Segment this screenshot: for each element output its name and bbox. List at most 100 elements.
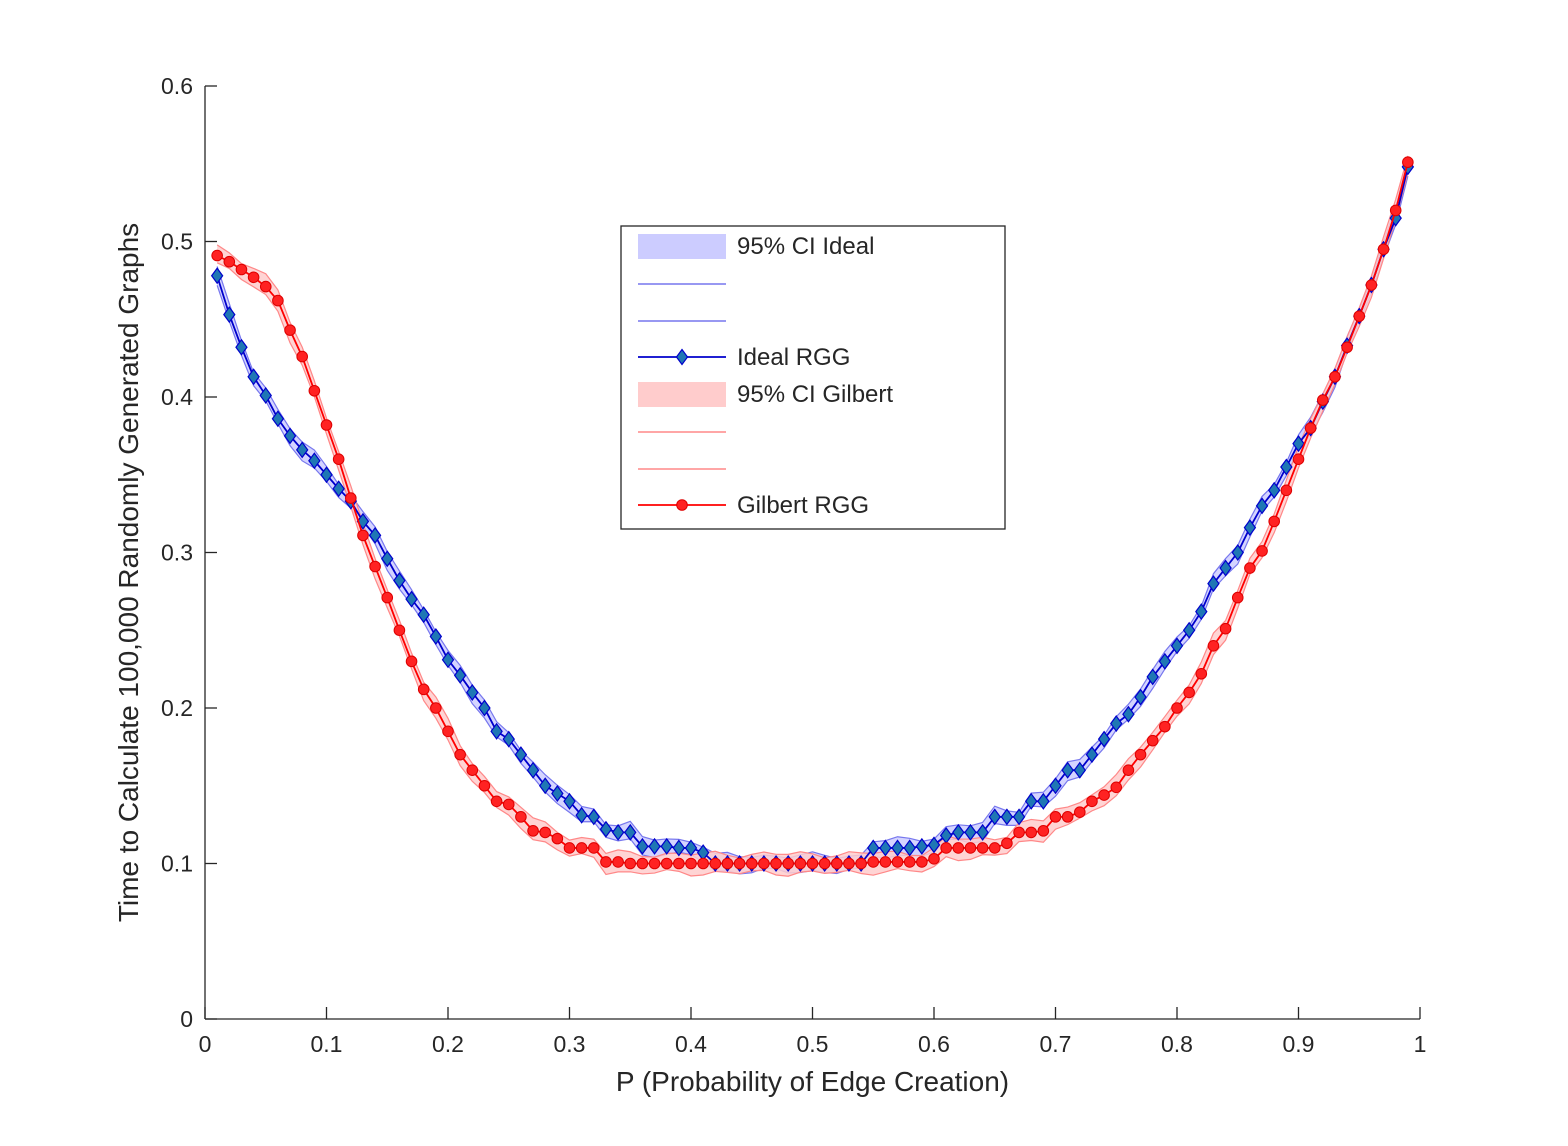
y-tick-label: 0 bbox=[180, 1006, 193, 1032]
data-point bbox=[259, 386, 272, 404]
data-point bbox=[855, 857, 867, 870]
data-point bbox=[1025, 826, 1037, 839]
data-point bbox=[478, 699, 491, 717]
data-point bbox=[1098, 789, 1110, 801]
data-point bbox=[478, 779, 491, 792]
data-point bbox=[709, 857, 722, 870]
data-point bbox=[1207, 640, 1220, 652]
data-point bbox=[672, 839, 686, 857]
data-point bbox=[1219, 559, 1232, 577]
data-point bbox=[575, 842, 588, 854]
data-point bbox=[210, 267, 224, 285]
data-point bbox=[879, 856, 892, 868]
data-point bbox=[843, 857, 855, 870]
data-point bbox=[1268, 515, 1280, 528]
data-point bbox=[332, 453, 345, 466]
data-point bbox=[369, 560, 381, 573]
data-point bbox=[381, 550, 394, 568]
y-tick-label: 0.6 bbox=[161, 73, 193, 99]
x-tick-label: 0.3 bbox=[554, 1031, 586, 1057]
data-point bbox=[867, 856, 880, 868]
data-point bbox=[1134, 688, 1147, 706]
data-point bbox=[502, 798, 515, 811]
data-point bbox=[405, 590, 418, 608]
data-point bbox=[624, 823, 637, 841]
data-point bbox=[272, 294, 284, 307]
legend-marker bbox=[676, 499, 688, 511]
data-point bbox=[502, 730, 515, 748]
x-tick-label: 0.4 bbox=[675, 1031, 707, 1057]
data-point bbox=[563, 792, 576, 810]
data-point bbox=[247, 271, 260, 284]
data-point bbox=[284, 324, 296, 336]
data-point bbox=[1061, 761, 1074, 779]
data-point bbox=[441, 651, 455, 669]
data-point bbox=[782, 857, 795, 870]
legend-label: Ideal RGG bbox=[737, 344, 850, 371]
data-point bbox=[1304, 422, 1317, 434]
data-point bbox=[1219, 622, 1232, 635]
data-point bbox=[1207, 575, 1220, 593]
data-point bbox=[1170, 637, 1184, 655]
data-point bbox=[891, 839, 904, 857]
y-tick-label: 0.4 bbox=[161, 384, 193, 410]
data-point bbox=[879, 839, 892, 857]
y-tick-label: 0.2 bbox=[161, 695, 193, 721]
data-point bbox=[915, 837, 929, 855]
data-point bbox=[538, 777, 552, 795]
x-tick-label: 0.9 bbox=[1283, 1031, 1315, 1057]
data-point bbox=[952, 823, 965, 841]
data-point bbox=[976, 842, 989, 854]
data-point bbox=[1085, 746, 1099, 764]
data-point bbox=[1377, 243, 1390, 256]
data-point bbox=[928, 853, 940, 865]
x-tick-label: 0.2 bbox=[432, 1031, 464, 1057]
data-point bbox=[940, 842, 952, 854]
data-point bbox=[1001, 837, 1013, 850]
data-point bbox=[1097, 730, 1111, 748]
legend-label: Gilbert RGG bbox=[737, 492, 869, 519]
data-point bbox=[964, 823, 977, 841]
data-point bbox=[964, 842, 977, 854]
data-point bbox=[454, 748, 466, 761]
gilbert-markers bbox=[211, 156, 1414, 870]
legend: 95% CI Ideal Ideal RGG 95% CI Gilbert Gilbe… bbox=[620, 225, 1006, 530]
data-point bbox=[867, 839, 880, 857]
data-point bbox=[1243, 519, 1257, 537]
data-point bbox=[1049, 811, 1062, 823]
x-axis-label: P (Probability of Edge Creation) bbox=[616, 1066, 1009, 1097]
data-point bbox=[357, 529, 369, 542]
data-point bbox=[575, 806, 588, 824]
x-tick-label: 0.8 bbox=[1161, 1031, 1193, 1057]
data-point bbox=[831, 857, 843, 870]
data-point bbox=[770, 857, 782, 870]
data-point bbox=[721, 857, 734, 870]
data-point bbox=[1073, 761, 1087, 779]
legend-swatch bbox=[638, 382, 726, 407]
data-point bbox=[1402, 156, 1414, 168]
data-point bbox=[927, 836, 941, 854]
data-point bbox=[611, 823, 625, 841]
data-point bbox=[332, 480, 345, 498]
data-point bbox=[1074, 806, 1086, 818]
legend-entry: Gilbert RGG bbox=[638, 492, 869, 519]
data-point bbox=[430, 702, 442, 714]
data-point bbox=[1171, 702, 1183, 714]
data-point bbox=[648, 837, 661, 855]
data-point bbox=[271, 410, 285, 428]
data-point bbox=[308, 384, 321, 397]
y-axis-label: Time to Calculate 100,000 Randomly Gener… bbox=[113, 223, 144, 922]
data-point bbox=[1110, 781, 1123, 794]
data-point bbox=[1317, 394, 1329, 406]
data-point bbox=[1256, 545, 1268, 557]
data-point bbox=[551, 832, 564, 845]
y-tick-label: 0.1 bbox=[161, 851, 193, 877]
data-point bbox=[1134, 748, 1147, 761]
data-point bbox=[733, 857, 746, 870]
data-point bbox=[393, 624, 406, 637]
data-point bbox=[588, 842, 600, 854]
data-point bbox=[345, 492, 357, 504]
data-point bbox=[1146, 734, 1159, 747]
data-point bbox=[429, 627, 443, 645]
data-point bbox=[1013, 826, 1025, 839]
